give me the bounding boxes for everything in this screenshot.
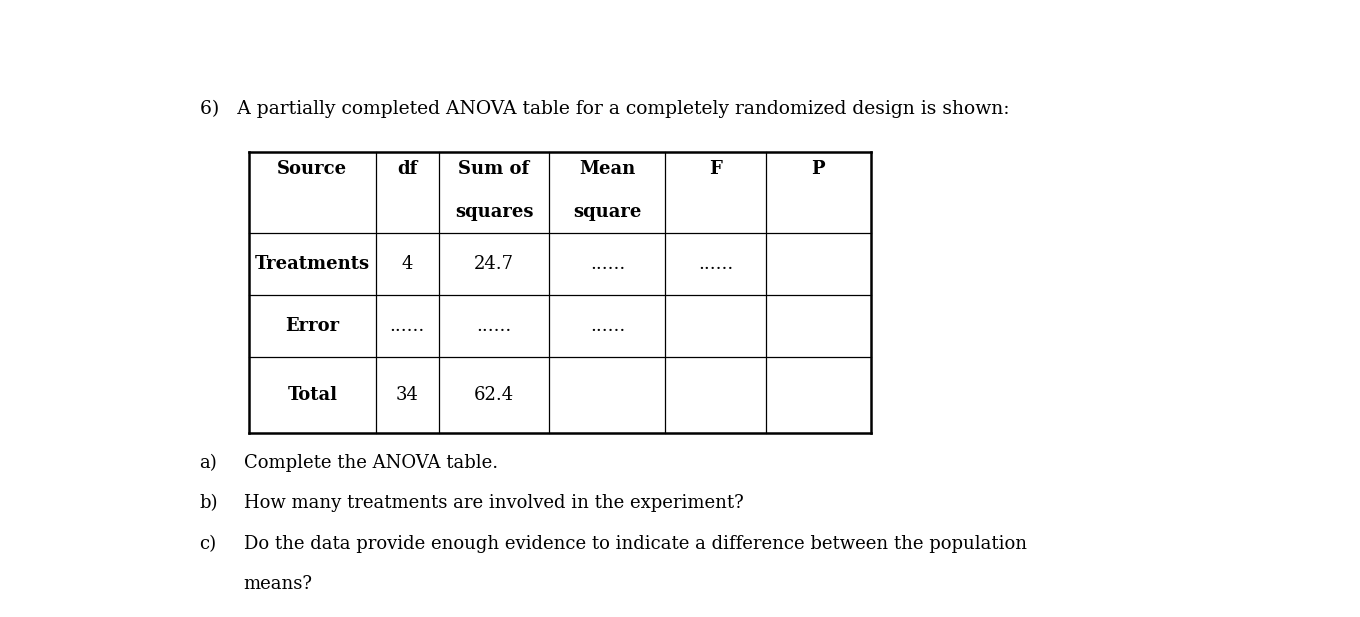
- Text: P: P: [812, 160, 826, 178]
- Text: ......: ......: [698, 255, 733, 273]
- Text: 62.4: 62.4: [475, 386, 514, 404]
- Text: Total: Total: [287, 386, 337, 404]
- Text: 24.7: 24.7: [475, 255, 514, 273]
- Text: squares: squares: [454, 203, 533, 221]
- Text: square: square: [573, 203, 642, 221]
- Text: Error: Error: [286, 317, 340, 335]
- Text: b): b): [200, 494, 218, 513]
- Text: ......: ......: [389, 317, 424, 335]
- Text: ......: ......: [590, 317, 626, 335]
- Text: df: df: [397, 160, 418, 178]
- Text: Complete the ANOVA table.: Complete the ANOVA table.: [243, 454, 498, 472]
- Text: How many treatments are involved in the experiment?: How many treatments are involved in the …: [243, 494, 744, 513]
- Text: 34: 34: [396, 386, 419, 404]
- Text: 4: 4: [401, 255, 413, 273]
- Text: Treatments: Treatments: [254, 255, 370, 273]
- Text: means?: means?: [243, 575, 313, 594]
- Text: F: F: [709, 160, 722, 178]
- Text: c): c): [200, 535, 216, 553]
- Text: Source: Source: [277, 160, 347, 178]
- Text: ......: ......: [590, 255, 626, 273]
- Text: ......: ......: [476, 317, 511, 335]
- Text: Mean: Mean: [579, 160, 635, 178]
- Text: 6)   A partially completed ANOVA table for a completely randomized design is sho: 6) A partially completed ANOVA table for…: [200, 100, 1009, 118]
- Text: Sum of: Sum of: [458, 160, 530, 178]
- Text: Do the data provide enough evidence to indicate a difference between the populat: Do the data provide enough evidence to i…: [243, 535, 1027, 553]
- Text: a): a): [200, 454, 218, 472]
